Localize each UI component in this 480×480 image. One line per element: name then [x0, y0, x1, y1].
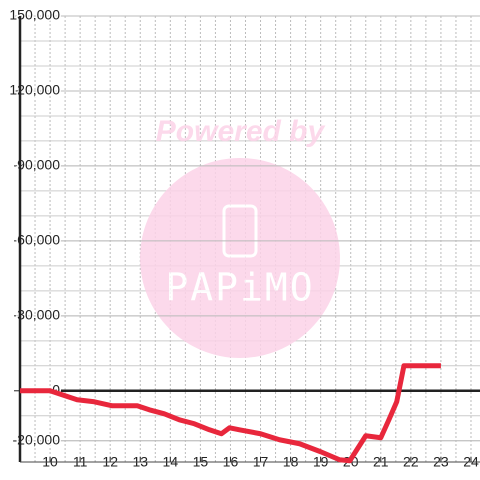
- line-series: [20, 363, 441, 464]
- y-tick-label: -20,000: [13, 431, 61, 447]
- y-tick-label: 120,000: [9, 82, 60, 98]
- watermark-brand: PAPiMO: [165, 266, 314, 310]
- y-tick-label: 0: [52, 381, 60, 397]
- y-tick-label: 90,000: [17, 157, 60, 173]
- watermark: Powered by PAPiMO: [140, 115, 340, 358]
- y-tick-label: 60,000: [17, 232, 60, 248]
- y-tick-label: 150,000: [9, 7, 60, 23]
- y-tick-label: 30,000: [17, 307, 60, 323]
- watermark-phone: [222, 204, 258, 258]
- watermark-circle: [140, 158, 340, 358]
- watermark-title: Powered by: [156, 115, 326, 148]
